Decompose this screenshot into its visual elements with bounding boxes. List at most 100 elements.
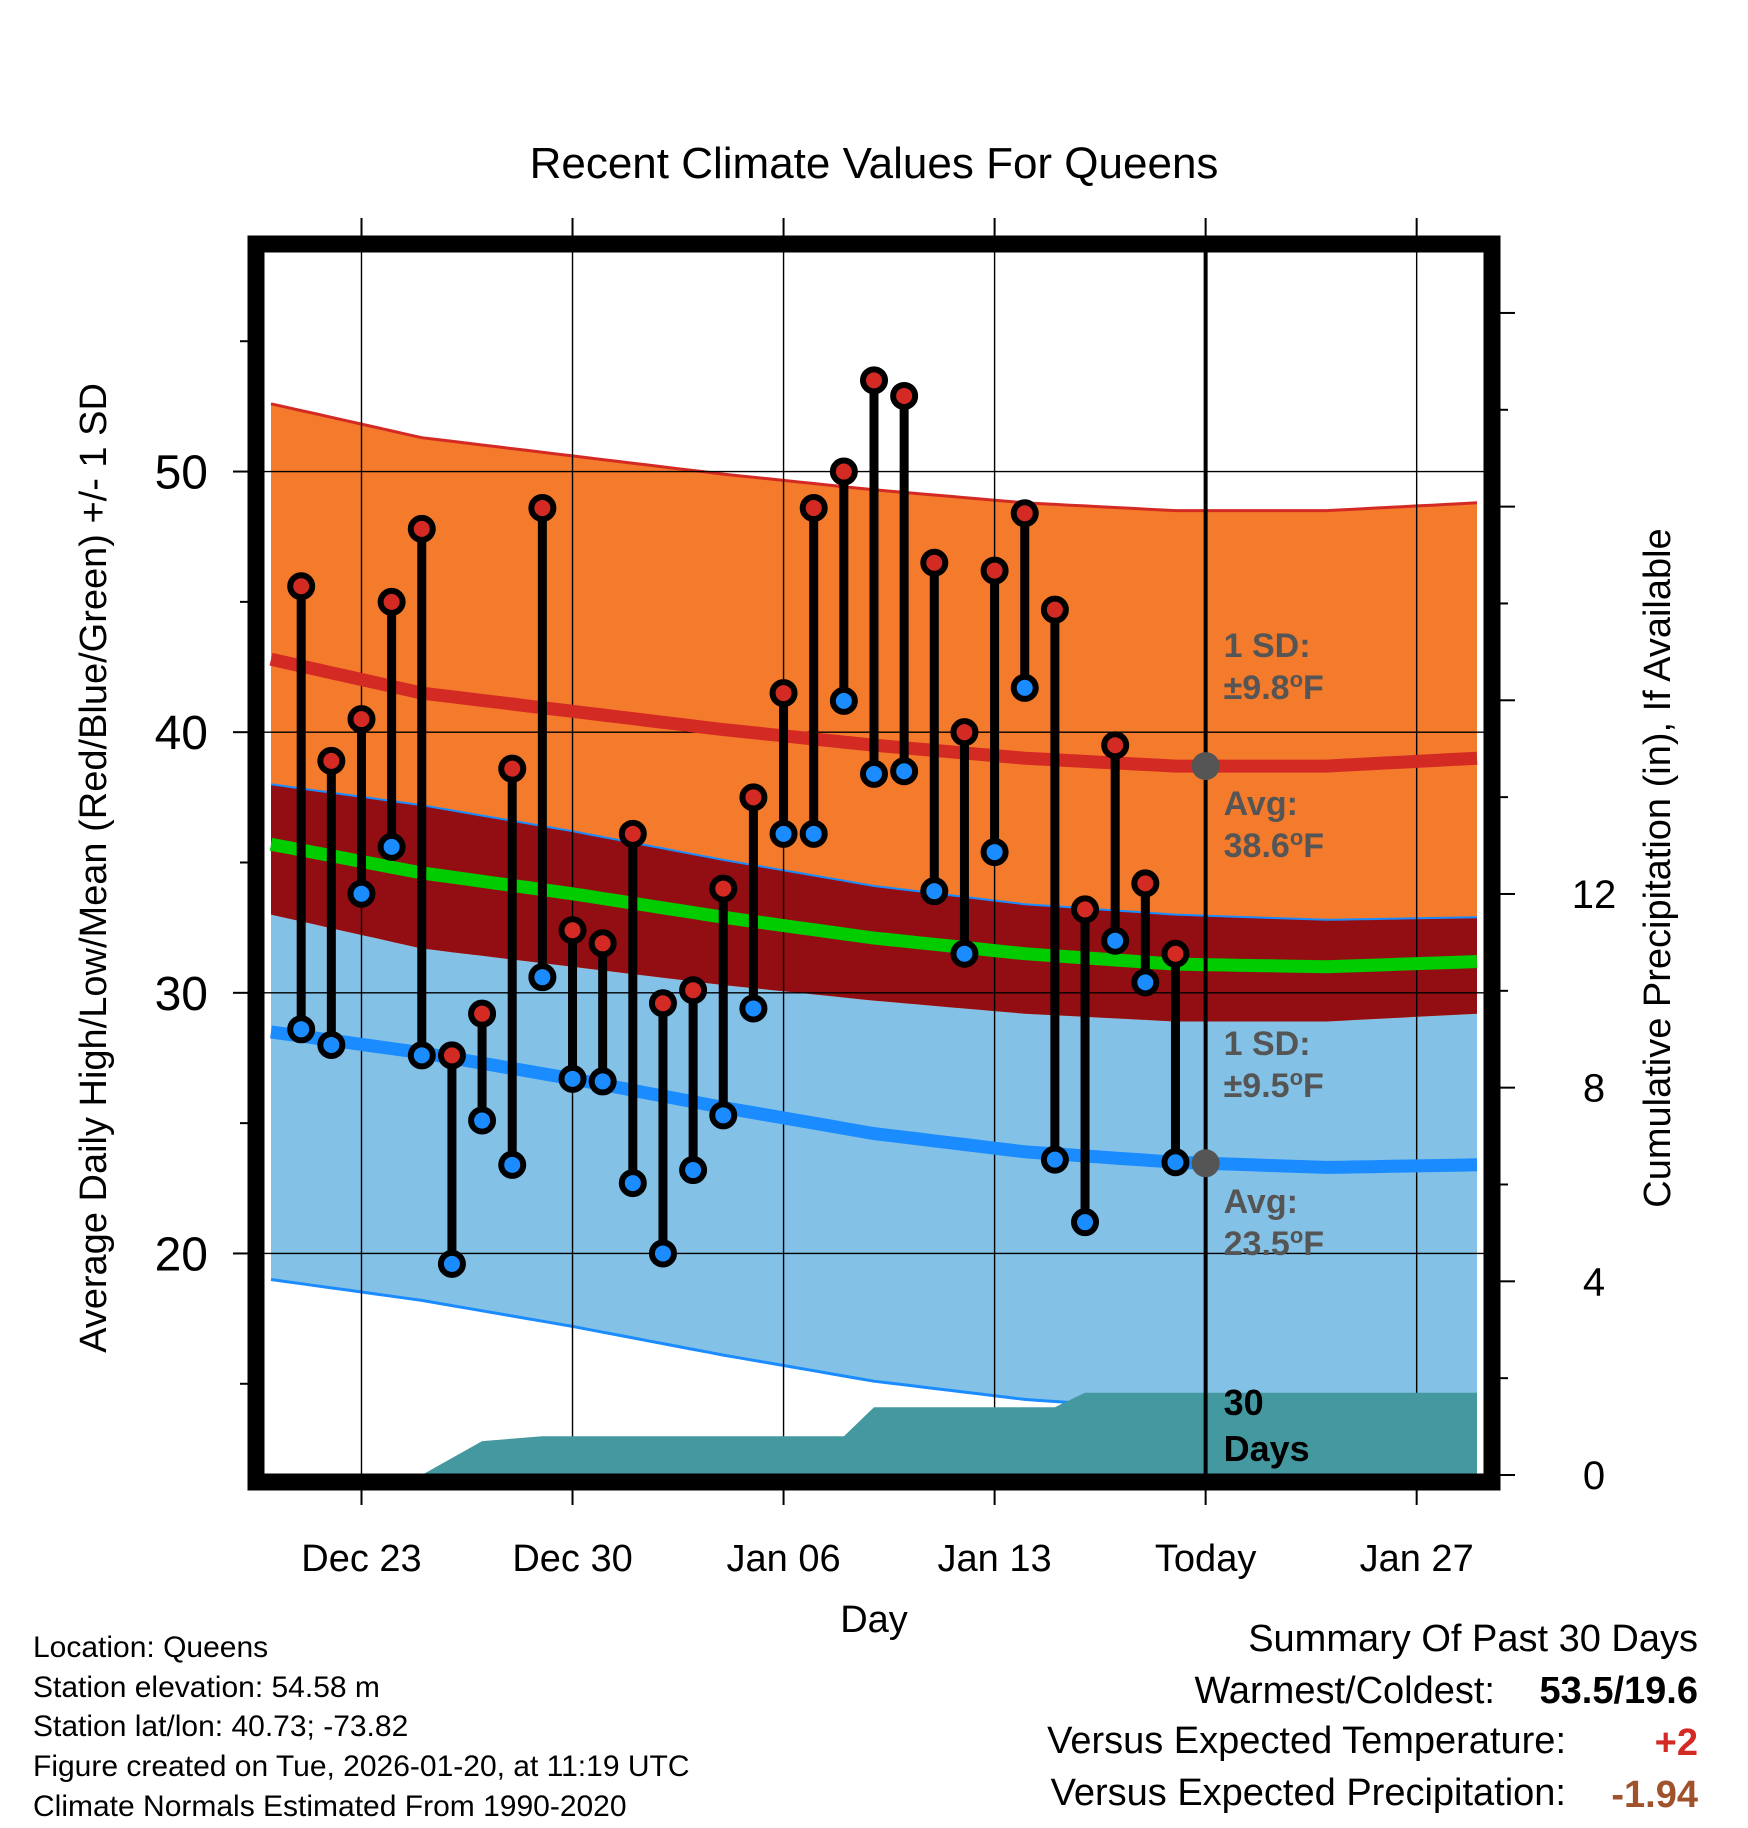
summary-warm-cold-label: Warmest/Coldest: <box>1194 1670 1495 1712</box>
daily-high-point <box>829 457 858 486</box>
low-avg-label: Avg: <box>1224 1183 1298 1221</box>
precip-days-label-2: Days <box>1224 1428 1310 1469</box>
daily-high-point <box>498 754 527 783</box>
low-avg-value-value: 23.5 <box>1224 1225 1290 1263</box>
daily-low-point <box>648 1239 677 1268</box>
high-sd-value-degree: o <box>1290 667 1303 692</box>
y-tick-label-right: 8 <box>1583 1067 1605 1111</box>
daily-high-point <box>1161 939 1190 968</box>
daily-low-point <box>980 838 1009 867</box>
y-tick-label-right: 0 <box>1583 1454 1605 1498</box>
daily-low-point <box>407 1041 436 1070</box>
daily-high-point <box>347 705 376 734</box>
daily-high-point <box>769 679 798 708</box>
daily-low-point <box>860 759 888 788</box>
daily-high-point <box>860 366 888 395</box>
daily-low-point <box>558 1064 587 1093</box>
station-info: Location: Queens Station elevation: 54.5… <box>33 1631 690 1823</box>
daily-low-point <box>468 1106 497 1135</box>
daily-high-point <box>377 587 406 616</box>
low-avg-value: 23.5oF <box>1224 1223 1324 1264</box>
high-avg-value-degree: o <box>1290 825 1303 850</box>
daily-high-point <box>437 1041 466 1070</box>
daily-low-point <box>1010 673 1039 702</box>
daily-low-point <box>377 832 406 861</box>
y-tick-label-left: 40 <box>155 707 208 760</box>
daily-high-point <box>618 819 647 848</box>
today-avg-high-dot <box>1191 752 1220 781</box>
high-sd-label: 1 SD: <box>1224 627 1311 665</box>
info-location: Location: Queens <box>33 1631 268 1664</box>
daily-low-point <box>588 1067 617 1096</box>
daily-high-point <box>648 989 677 1018</box>
daily-low-point <box>287 1015 316 1044</box>
low-upper-sd-line <box>270 783 1478 921</box>
daily-low-point <box>1161 1148 1190 1177</box>
y-axis-label-left: Average Daily High/Low/Mean (Red/Blue/Gr… <box>73 383 115 1353</box>
daily-low-point <box>709 1101 738 1130</box>
high-sd-value-unit: F <box>1303 669 1324 707</box>
low-sd-label: 1 SD: <box>1224 1025 1311 1063</box>
daily-low-point <box>950 939 979 968</box>
summary-temp-value: +2 <box>1655 1722 1698 1764</box>
daily-low-point <box>1101 926 1130 955</box>
daily-low-point <box>1071 1208 1100 1237</box>
daily-low-point <box>347 879 376 908</box>
summary-box: Summary Of Past 30 Days Warmest/Coldest:… <box>1047 1618 1698 1816</box>
daily-low-point <box>769 819 798 848</box>
daily-low-point <box>437 1249 466 1278</box>
plot-frame <box>247 235 1501 1491</box>
daily-high-point <box>980 556 1009 585</box>
x-tick-label: Today <box>1155 1538 1256 1580</box>
daily-low-point <box>317 1030 346 1059</box>
precip-days-label-1: 30 <box>1224 1382 1264 1423</box>
low-sd-value: ±9.5oF <box>1224 1065 1324 1106</box>
x-tick-label: Jan 13 <box>938 1538 1052 1580</box>
y-tick-label-right: 4 <box>1583 1260 1605 1304</box>
daily-high-point <box>1101 731 1130 760</box>
x-tick-label: Jan 27 <box>1360 1538 1474 1580</box>
daily-low-point <box>920 877 949 906</box>
daily-high-point <box>920 548 949 577</box>
daily-high-point <box>468 999 497 1028</box>
daily-high-point <box>679 976 708 1005</box>
summary-title: Summary Of Past 30 Days <box>1248 1618 1698 1660</box>
daily-low-point <box>618 1169 647 1198</box>
chart-title: Recent Climate Values For Queens <box>530 139 1219 188</box>
daily-low-point <box>1040 1145 1069 1174</box>
y-tick-label-right: 12 <box>1572 873 1617 917</box>
daily-low-point <box>528 963 557 992</box>
daily-low-point <box>1131 968 1160 997</box>
daily-high-point <box>1010 499 1039 528</box>
avg-low-line <box>270 1025 1478 1174</box>
precip-area <box>271 1392 1477 1475</box>
x-tick-label: Jan 06 <box>727 1538 841 1580</box>
daily-high-point <box>558 916 587 945</box>
high-avg-value-unit: F <box>1303 827 1324 865</box>
high-avg-value: 38.6oF <box>1224 825 1324 866</box>
daily-high-point <box>1040 595 1069 624</box>
daily-high-point <box>317 746 346 775</box>
daily-low-point <box>799 819 828 848</box>
x-axis-label: Day <box>840 1599 908 1641</box>
high-sd-value-value: ±9.8 <box>1224 669 1290 707</box>
daily-high-point <box>709 874 738 903</box>
low-avg-value-degree: o <box>1290 1223 1303 1248</box>
summary-warm-cold-value: 53.5/19.6 <box>1540 1670 1698 1712</box>
low-sd-value-unit: F <box>1303 1067 1324 1105</box>
daily-low-point <box>890 757 919 786</box>
daily-low-point <box>739 994 768 1023</box>
info-latlon: Station lat/lon: 40.73; -73.82 <box>33 1710 408 1743</box>
daily-high-point <box>287 572 316 601</box>
daily-high-point <box>799 494 828 523</box>
y-tick-label-left: 30 <box>155 968 208 1021</box>
daily-high-point <box>528 494 557 523</box>
daily-high-point <box>407 514 436 543</box>
high-sd-value: ±9.8oF <box>1224 667 1324 708</box>
x-tick-label: Dec 23 <box>301 1538 421 1580</box>
low-avg-value-unit: F <box>1303 1225 1324 1263</box>
daily-low-point <box>498 1150 527 1179</box>
summary-temp-label: Versus Expected Temperature: <box>1047 1720 1566 1762</box>
daily-low-point <box>829 686 858 715</box>
